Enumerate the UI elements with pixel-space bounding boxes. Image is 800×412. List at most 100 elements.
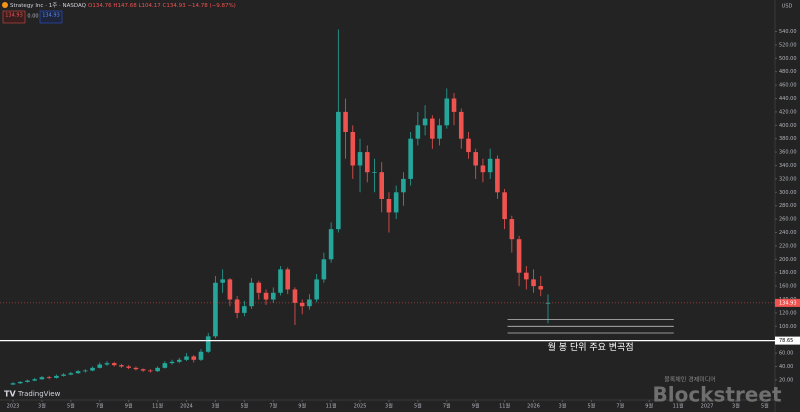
watermark-sub: 블록체인 경제미디어	[664, 376, 716, 384]
spread: 0.00	[27, 14, 38, 20]
candle-body	[437, 125, 442, 139]
y-tick-label: 320.00	[779, 176, 797, 182]
x-tick-label: 9월	[472, 403, 480, 410]
x-tick-label: 5월	[587, 403, 595, 410]
symbol-logo	[2, 2, 8, 8]
candle-body	[299, 302, 305, 307]
x-tick-label: 2025	[354, 404, 367, 410]
candle-body	[227, 279, 233, 300]
support-label: 78.65	[779, 338, 793, 344]
ohlc-readout: O134.76 H147.68 L104.17 C134.93 −14.78 (…	[88, 3, 236, 9]
candle-body	[83, 370, 88, 372]
candle-body	[97, 364, 103, 368]
candle-body	[111, 363, 117, 366]
x-tick-label: 7월	[443, 403, 451, 410]
candle-body	[198, 351, 204, 360]
candle-body	[256, 282, 262, 293]
candle-body	[169, 361, 175, 364]
candle-body	[220, 279, 225, 283]
x-tick-label: 5월	[414, 403, 422, 410]
last-price-label: 134.93	[779, 300, 797, 306]
y-tick-label: 500.00	[779, 56, 797, 62]
candle-body	[184, 356, 189, 360]
candle-body	[321, 259, 327, 280]
candle-body	[502, 192, 507, 220]
x-tick-label: 2024	[180, 404, 193, 410]
watermark: Blockstreet	[652, 383, 781, 407]
candle-body	[285, 269, 291, 290]
candle-body	[104, 363, 110, 365]
candle-body	[336, 111, 341, 230]
candle-body	[176, 359, 182, 362]
x-tick-label: 7월	[269, 403, 277, 410]
x-tick-label: 3월	[385, 403, 393, 410]
candle-body	[148, 370, 153, 372]
y-tick-label: 540.00	[779, 29, 797, 35]
x-tick-label: 3월	[732, 403, 740, 410]
sell-box[interactable]	[2, 10, 26, 24]
x-tick-label: 11월	[673, 403, 684, 410]
x-tick-label: 5월	[240, 403, 248, 410]
candle-body	[495, 158, 500, 193]
candle-body	[263, 292, 269, 300]
candle-body	[162, 363, 168, 368]
candle-body	[415, 125, 421, 139]
y-tick-label: 280.00	[779, 203, 797, 209]
candle-body	[90, 367, 95, 371]
candle-body	[25, 380, 30, 382]
candle-body	[46, 377, 52, 379]
candle-body	[68, 373, 74, 375]
candle-body	[516, 239, 522, 273]
annotation: 월 봉 단위 주요 변곡점	[548, 341, 634, 353]
candle-body	[422, 118, 428, 126]
candle-body	[191, 356, 197, 360]
candle-body	[538, 286, 544, 290]
candle-body	[10, 383, 16, 385]
candle-body	[524, 272, 529, 280]
candle-body	[270, 292, 276, 300]
x-tick-label: 2026	[527, 404, 540, 410]
candle-body	[32, 379, 38, 381]
candle-body	[509, 219, 515, 240]
y-tick-label: 520.00	[779, 42, 797, 48]
tv-mark: 𝗧𝗩	[4, 390, 16, 399]
x-tick-label: 7월	[616, 403, 624, 410]
candle-body	[393, 192, 399, 213]
candle-body	[473, 152, 478, 166]
candle-body	[386, 198, 392, 213]
candle-body	[364, 152, 370, 173]
y-tick-label: 440.00	[779, 96, 797, 102]
currency: USD	[782, 4, 793, 10]
candle-body	[126, 366, 131, 368]
candle-body	[458, 111, 464, 139]
candle-body	[155, 367, 160, 372]
x-tick-label: 9월	[125, 403, 133, 410]
y-tick-label: 300.00	[779, 190, 797, 196]
x-tick-label: 11월	[499, 403, 510, 410]
candle-body	[480, 165, 486, 173]
candle-body	[343, 111, 348, 132]
y-tick-label: 180.00	[779, 270, 797, 276]
candle-body	[487, 158, 493, 173]
x-tick-label: 5월	[761, 403, 769, 410]
candle-body	[430, 118, 435, 139]
candle-body	[242, 306, 247, 313]
candle-body	[39, 377, 45, 380]
candle-body	[372, 172, 377, 173]
symbol-title: Strategy Inc · 1주 · NASDAQ	[10, 2, 87, 9]
y-tick-label: 100.00	[779, 324, 797, 330]
candle-body	[314, 279, 319, 300]
candle-body	[357, 152, 363, 166]
buy-box[interactable]	[39, 10, 63, 24]
candle-body	[205, 336, 211, 352]
x-tick-label: 2027	[701, 404, 714, 410]
candle-body	[545, 302, 551, 304]
candle-body	[350, 131, 356, 166]
y-tick-label: 340.00	[779, 163, 797, 169]
y-tick-label: 460.00	[779, 83, 797, 89]
candle-body	[234, 299, 240, 313]
y-tick-label: 220.00	[779, 243, 797, 249]
candle-body	[531, 279, 536, 287]
y-tick-label: 260.00	[779, 217, 797, 223]
